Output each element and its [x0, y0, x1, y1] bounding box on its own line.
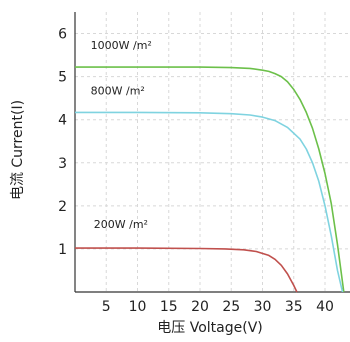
series-label-layer: 1000W /m² 800W /m² 200W /m² [91, 39, 152, 231]
x-tick-label: 40 [316, 299, 334, 315]
y-tick-label: 2 [58, 199, 67, 215]
y-tick-label: 4 [58, 113, 67, 129]
x-tick-label: 25 [222, 299, 240, 315]
series-layer [75, 66, 345, 293]
y-tick-label: 1 [58, 242, 67, 258]
y-tick-label: 5 [58, 70, 67, 86]
x-tick-label: 15 [160, 299, 178, 315]
axis-layer [74, 12, 350, 293]
series-line [75, 111, 344, 293]
x-tick-label: 30 [254, 299, 272, 315]
series-line [75, 247, 298, 293]
y-axis-title: 电流 Current(I) [10, 100, 26, 200]
x-tick-label: 5 [102, 299, 111, 315]
x-axis-title: 电压 Voltage(V) [157, 320, 262, 336]
x-tick-label: 20 [191, 299, 209, 315]
series-label: 200W /m² [94, 218, 148, 231]
x-tick-label: 10 [129, 299, 147, 315]
x-tick-label: 35 [285, 299, 303, 315]
y-tick-label: 3 [58, 156, 67, 172]
tick-layer: 5 10 15 20 25 30 35 40 1 2 3 4 5 6 [58, 27, 334, 315]
series-line [75, 66, 345, 293]
grid-layer [75, 12, 350, 292]
series-label: 1000W /m² [91, 39, 152, 52]
y-tick-label: 6 [58, 27, 67, 43]
series-label: 800W /m² [91, 84, 145, 97]
